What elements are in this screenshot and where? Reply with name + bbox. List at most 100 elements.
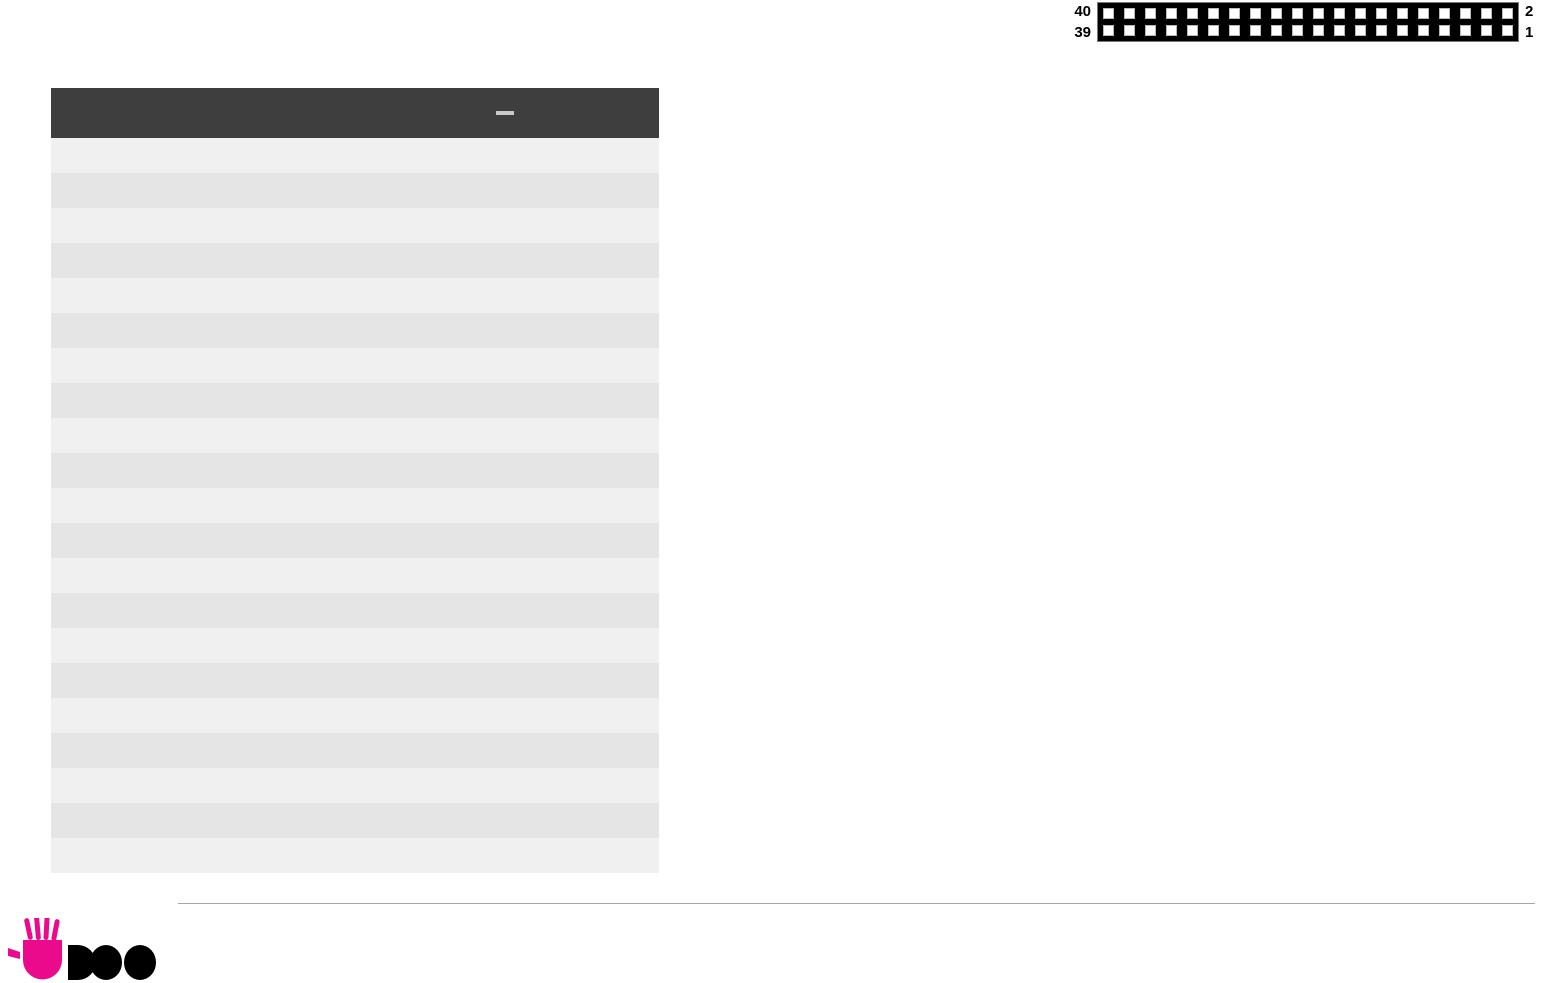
pin-connector-body — [1097, 2, 1519, 42]
table-cell — [350, 418, 659, 453]
pin-pad — [1313, 8, 1324, 19]
table-header-cell-left — [51, 88, 350, 138]
table-cell — [51, 733, 350, 768]
table-cell — [350, 138, 659, 173]
table-cell — [51, 593, 350, 628]
table-cell — [51, 138, 350, 173]
table-cell — [350, 313, 659, 348]
pin-pad — [1334, 8, 1345, 19]
table-cell — [350, 453, 659, 488]
table-cell — [350, 593, 659, 628]
pin-labels-left: 40 39 — [1063, 4, 1091, 40]
table-row — [51, 558, 659, 593]
pin-pad — [1271, 25, 1282, 36]
table-cell — [350, 208, 659, 243]
table-cell — [51, 558, 350, 593]
pin-pad — [1145, 25, 1156, 36]
table-head — [51, 88, 659, 138]
pin-pad — [1439, 25, 1450, 36]
table-cell — [51, 768, 350, 803]
table-row — [51, 523, 659, 558]
table-row — [51, 838, 659, 873]
pin-pad — [1145, 8, 1156, 19]
pin-pad — [1481, 8, 1492, 19]
table-body — [51, 138, 659, 873]
table-cell — [51, 838, 350, 873]
pin-pad — [1334, 25, 1345, 36]
pin-pad — [1229, 25, 1240, 36]
table-row — [51, 803, 659, 838]
pin-pad — [1502, 8, 1513, 19]
table-cell — [350, 838, 659, 873]
table-cell — [51, 803, 350, 838]
pin-pad — [1376, 8, 1387, 19]
table-row — [51, 173, 659, 208]
pin-pad — [1460, 25, 1471, 36]
table-cell — [51, 488, 350, 523]
pin-pad — [1376, 25, 1387, 36]
pin-connector-diagram: 40 39 — [1063, 2, 1541, 42]
pin-pad — [1229, 8, 1240, 19]
table-cell — [51, 698, 350, 733]
table-row — [51, 663, 659, 698]
table-row — [51, 348, 659, 383]
pin-pad — [1250, 25, 1261, 36]
table-cell — [51, 628, 350, 663]
table-row — [51, 698, 659, 733]
pin-pad — [1166, 25, 1177, 36]
udoo-logo — [8, 918, 156, 980]
table-cell — [350, 733, 659, 768]
table-cell — [51, 348, 350, 383]
table-cell — [51, 453, 350, 488]
udoo-letter-o-2 — [124, 945, 156, 980]
table-cell — [350, 698, 659, 733]
table-row — [51, 593, 659, 628]
table-header-cell-right — [350, 88, 659, 138]
table-cell — [350, 768, 659, 803]
table-row — [51, 383, 659, 418]
table-cell — [350, 383, 659, 418]
pin-pad — [1103, 25, 1114, 36]
table-row — [51, 628, 659, 663]
pin-pad — [1103, 8, 1114, 19]
pin-pad — [1124, 8, 1135, 19]
table-cell — [350, 803, 659, 838]
table-cell — [350, 243, 659, 278]
table-cell — [350, 558, 659, 593]
pin-row-bottom — [1103, 25, 1513, 36]
pin-label-2: 2 — [1525, 3, 1534, 20]
pin-labels-right: 2 1 — [1525, 4, 1541, 40]
pin-pad — [1292, 8, 1303, 19]
pin-pad — [1418, 8, 1429, 19]
table-row — [51, 418, 659, 453]
pin-pad — [1208, 8, 1219, 19]
table-cell — [51, 663, 350, 698]
pin-pad — [1418, 25, 1429, 36]
table-row — [51, 733, 659, 768]
header-dash-mark — [495, 111, 514, 115]
table-cell — [350, 523, 659, 558]
table-cell — [350, 628, 659, 663]
pin-pad — [1397, 8, 1408, 19]
pin-label-1: 1 — [1525, 24, 1534, 41]
table-row — [51, 453, 659, 488]
table-cell — [51, 383, 350, 418]
pin-pad — [1460, 8, 1471, 19]
pin-pad — [1187, 8, 1198, 19]
table-row — [51, 488, 659, 523]
pin-pad — [1355, 8, 1366, 19]
table-cell — [350, 488, 659, 523]
pin-pad — [1187, 25, 1198, 36]
footer-divider — [178, 903, 1535, 904]
pin-pad — [1250, 8, 1261, 19]
table-cell — [51, 523, 350, 558]
udoo-hand-mark — [8, 918, 62, 980]
pin-pad — [1397, 25, 1408, 36]
table-cell — [51, 173, 350, 208]
pin-pad — [1166, 8, 1177, 19]
pin-pad — [1292, 25, 1303, 36]
table-cell — [51, 313, 350, 348]
table-row — [51, 138, 659, 173]
table-cell — [350, 663, 659, 698]
pin-pad — [1481, 25, 1492, 36]
